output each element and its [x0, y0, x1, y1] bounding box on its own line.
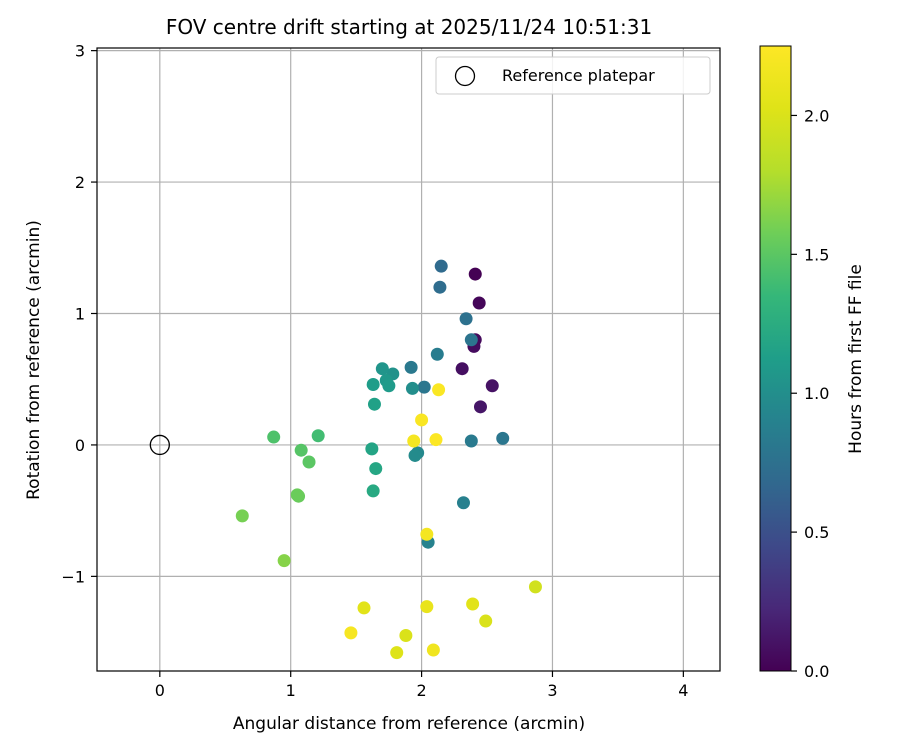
data-point	[426, 643, 440, 657]
colorbar: 0.0 0.5 1.0 1.5 2.0 Hours from first FF file	[759, 45, 866, 681]
legend-reference-marker	[454, 65, 476, 87]
data-point	[430, 347, 444, 361]
x-axis-label: Angular distance from reference (arcmin)	[233, 714, 585, 734]
data-point	[382, 379, 396, 393]
data-points	[235, 259, 542, 660]
reference-platepar-marker	[149, 434, 170, 456]
data-point	[235, 509, 249, 523]
data-point	[466, 597, 480, 611]
legend: Reference platepar	[435, 56, 711, 95]
data-point	[417, 380, 431, 394]
y-axis-label: Rotation from reference (arcmin)	[24, 220, 44, 500]
colorbar-tick-label: 1.0	[804, 384, 829, 403]
data-point	[357, 601, 371, 615]
data-point	[311, 429, 325, 443]
data-point	[369, 462, 383, 476]
y-tick-label: 0	[75, 436, 85, 455]
x-tick-label: 2	[416, 681, 426, 700]
data-point	[479, 614, 493, 628]
data-point	[407, 434, 421, 448]
data-point	[365, 442, 379, 456]
data-point	[429, 433, 443, 447]
y-tick-label: 3	[75, 42, 85, 61]
data-point	[420, 600, 434, 614]
data-point	[344, 626, 358, 640]
data-point	[366, 484, 380, 498]
y-tick-label: 1	[75, 304, 85, 323]
reference-marker-layer	[149, 434, 170, 456]
data-point	[468, 267, 482, 281]
colorbar-tick-label: 1.5	[804, 245, 829, 264]
data-point	[290, 488, 304, 502]
data-point	[455, 362, 469, 376]
data-point	[485, 379, 499, 393]
data-point	[434, 259, 448, 273]
y-tick-label: −1	[61, 567, 85, 586]
data-point	[420, 527, 434, 541]
chart-title: FOV centre drift starting at 2025/11/24 …	[166, 15, 652, 39]
data-point	[366, 377, 380, 391]
colorbar-tick-label: 0.0	[804, 662, 829, 681]
data-point	[267, 430, 281, 444]
plot-frame	[96, 47, 721, 672]
data-point	[433, 280, 447, 294]
x-tick-label: 0	[155, 681, 165, 700]
data-point	[432, 383, 446, 397]
legend-box	[435, 56, 711, 95]
data-point	[415, 413, 429, 427]
colorbar-ticks: 0.0 0.5 1.0 1.5 2.0	[791, 106, 829, 681]
colorbar-tick-label: 0.5	[804, 523, 829, 542]
data-point	[473, 400, 487, 414]
y-axis-ticks: −1 0 1 2 3	[61, 42, 97, 586]
data-point	[277, 554, 291, 568]
data-point	[464, 434, 478, 448]
grid	[97, 48, 720, 671]
colorbar-tick-label: 2.0	[804, 106, 829, 125]
data-point	[464, 333, 478, 347]
colorbar-label: Hours from first FF file	[846, 264, 866, 454]
x-tick-label: 4	[678, 681, 688, 700]
x-tick-label: 3	[547, 681, 557, 700]
data-point	[404, 360, 418, 374]
data-point	[294, 443, 308, 457]
data-point	[375, 362, 389, 376]
data-point	[472, 296, 486, 310]
colorbar-gradient	[759, 45, 792, 672]
data-point	[399, 629, 413, 643]
data-point	[496, 431, 510, 445]
data-point	[302, 455, 316, 469]
x-tick-label: 1	[286, 681, 296, 700]
data-point	[390, 646, 404, 660]
data-point	[408, 448, 422, 462]
legend-label: Reference platepar	[502, 66, 655, 85]
data-point	[528, 580, 542, 594]
data-point	[367, 397, 381, 411]
data-point	[456, 496, 470, 510]
data-point	[405, 381, 419, 395]
x-axis-ticks: 0 1 2 3 4	[155, 671, 688, 700]
data-point	[459, 312, 473, 326]
y-tick-label: 2	[75, 173, 85, 192]
